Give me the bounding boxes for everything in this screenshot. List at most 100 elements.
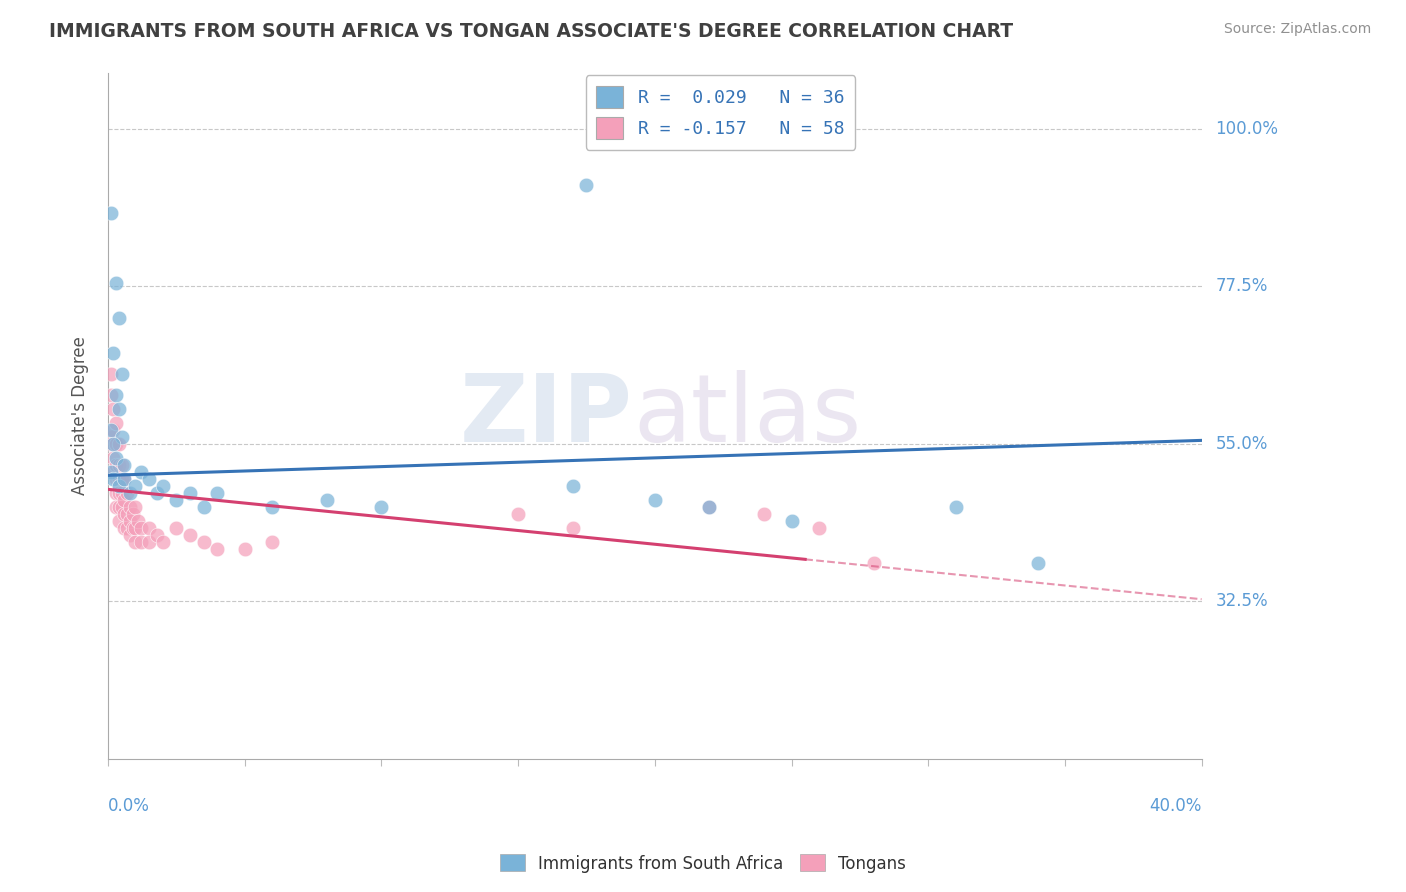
Point (1026, 556, 1049, 570)
Point (315, 492, 337, 507)
Point (179, 528, 201, 542)
Point (108, 437, 131, 451)
Point (103, 346, 125, 360)
Point (118, 486, 141, 500)
Point (129, 534, 152, 549)
Point (111, 458, 134, 472)
Text: ZIP: ZIP (460, 370, 633, 462)
Point (111, 367, 134, 381)
Point (103, 450, 125, 465)
Point (193, 534, 215, 549)
Text: 55.0%: 55.0% (1216, 435, 1268, 453)
Point (862, 556, 884, 570)
Point (644, 492, 666, 507)
Text: 32.5%: 32.5% (1216, 592, 1268, 610)
Point (118, 528, 141, 542)
Point (165, 492, 187, 507)
Point (121, 507, 143, 521)
Point (105, 276, 128, 290)
Point (179, 486, 201, 500)
Point (138, 521, 160, 535)
Point (129, 521, 152, 535)
Point (165, 521, 187, 535)
Point (138, 472, 160, 486)
Point (506, 507, 529, 521)
Point (233, 541, 256, 556)
Point (112, 507, 135, 521)
Point (118, 500, 141, 514)
Point (124, 500, 146, 514)
Point (146, 528, 169, 542)
Point (111, 500, 134, 514)
Point (103, 465, 125, 479)
Point (138, 534, 160, 549)
Point (561, 521, 583, 535)
Point (699, 500, 721, 514)
Point (112, 472, 135, 486)
Point (100, 367, 122, 381)
Point (103, 472, 125, 486)
Point (207, 486, 229, 500)
Point (108, 500, 131, 514)
Point (112, 458, 135, 472)
Text: IMMIGRANTS FROM SOUTH AFRICA VS TONGAN ASSOCIATE'S DEGREE CORRELATION CHART: IMMIGRANTS FROM SOUTH AFRICA VS TONGAN A… (49, 22, 1014, 41)
Point (100, 206, 122, 220)
Point (121, 521, 143, 535)
Point (115, 507, 138, 521)
Point (112, 521, 135, 535)
Point (127, 514, 149, 528)
Point (807, 521, 830, 535)
Point (100, 465, 122, 479)
Point (100, 437, 122, 451)
Point (115, 486, 138, 500)
Point (124, 479, 146, 493)
Point (575, 178, 598, 192)
Point (370, 500, 392, 514)
Point (100, 388, 122, 402)
Point (111, 486, 134, 500)
Point (103, 437, 125, 451)
Point (111, 430, 134, 444)
Point (108, 472, 131, 486)
Point (146, 486, 169, 500)
Point (152, 534, 174, 549)
Point (111, 472, 134, 486)
Point (108, 486, 131, 500)
Point (260, 534, 283, 549)
Point (105, 450, 128, 465)
Text: 40.0%: 40.0% (1149, 797, 1202, 814)
Text: 100.0%: 100.0% (1216, 120, 1278, 138)
Point (108, 458, 131, 472)
Point (103, 401, 125, 416)
Point (100, 430, 122, 444)
Point (105, 416, 128, 430)
Point (108, 479, 131, 493)
Text: 0.0%: 0.0% (108, 797, 150, 814)
Point (193, 500, 215, 514)
Point (103, 423, 125, 437)
Point (108, 310, 131, 325)
Point (945, 500, 967, 514)
Point (105, 388, 128, 402)
Point (108, 401, 131, 416)
Point (108, 514, 131, 528)
Point (152, 479, 174, 493)
Point (118, 514, 141, 528)
Legend: Immigrants from South Africa, Tongans: Immigrants from South Africa, Tongans (494, 847, 912, 880)
Point (100, 423, 122, 437)
Point (112, 472, 135, 486)
Text: atlas: atlas (633, 370, 862, 462)
Text: Source: ZipAtlas.com: Source: ZipAtlas.com (1223, 22, 1371, 37)
Point (699, 500, 721, 514)
Point (207, 541, 229, 556)
Point (105, 472, 128, 486)
Point (260, 500, 283, 514)
Point (105, 437, 128, 451)
Point (124, 534, 146, 549)
Legend: R =  0.029   N = 36, R = -0.157   N = 58: R = 0.029 N = 36, R = -0.157 N = 58 (585, 75, 855, 150)
Point (105, 500, 128, 514)
Point (105, 486, 128, 500)
Point (129, 465, 152, 479)
Point (105, 458, 128, 472)
Point (754, 507, 776, 521)
